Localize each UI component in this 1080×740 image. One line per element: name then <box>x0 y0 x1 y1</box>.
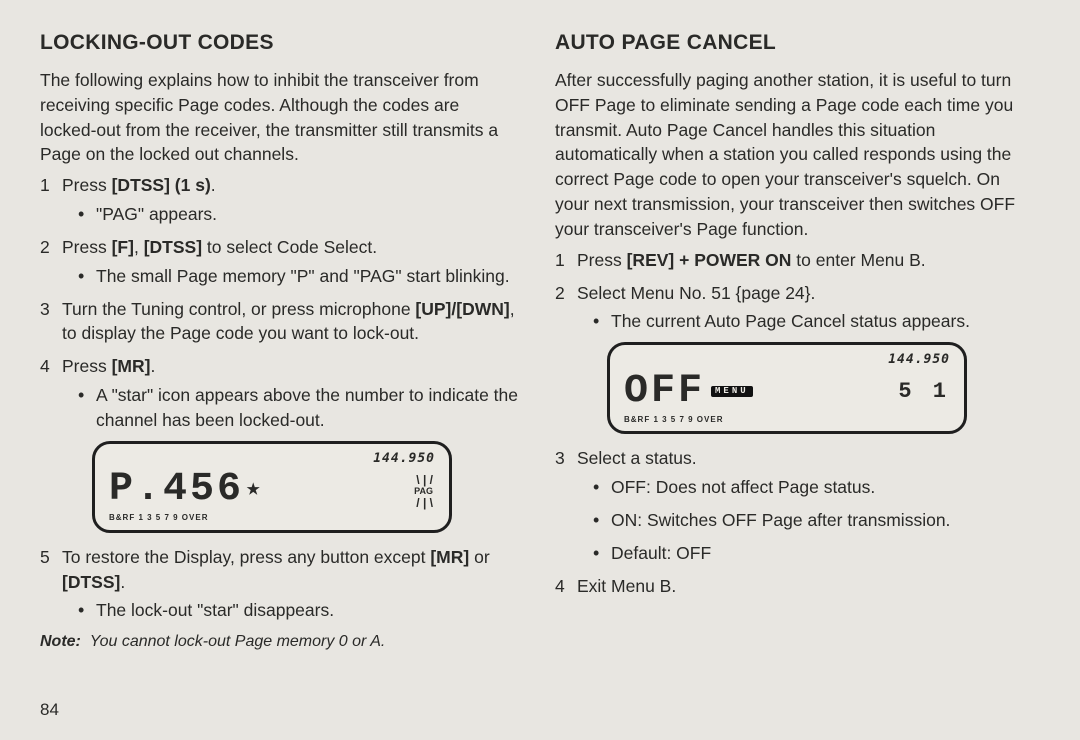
step-4: Press [MR]. A "star" icon appears above … <box>40 354 519 533</box>
r-step-3-sub2: ON: Switches OFF Page after transmission… <box>577 508 1034 533</box>
right-column: AUTO PAGE CANCEL After successfully pagi… <box>555 28 1034 722</box>
lcd-freq-r: 144.950 <box>624 351 950 369</box>
r-step-3-sub3: Default: OFF <box>577 541 1034 566</box>
r-step-1: Press [REV] + POWER ON to enter Menu B. <box>555 248 1034 273</box>
step-2-sub: The small Page memory "P" and "PAG" star… <box>62 264 519 289</box>
r-step-2: Select Menu No. 51 {page 24}. The curren… <box>555 281 1034 435</box>
right-steps: Press [REV] + POWER ON to enter Menu B. … <box>555 248 1034 599</box>
step-2: Press [F], [DTSS] to select Code Select.… <box>40 235 519 289</box>
lcd-scale-r: B&RF 1 3 5 7 9 OVER <box>624 414 950 425</box>
left-heading: LOCKING-OUT CODES <box>40 28 519 58</box>
lcd-main-r: OFF MENU 5 1 <box>624 372 950 412</box>
lcd-scale: B&RF 1 3 5 7 9 OVER <box>109 512 435 523</box>
step-5: To restore the Display, press any button… <box>40 545 519 624</box>
right-intro: After successfully paging another statio… <box>555 68 1034 242</box>
lcd-pag-icon: \ | / PAG / | \ <box>414 474 433 510</box>
step-4-sub: A "star" icon appears above the number t… <box>62 383 519 433</box>
step-1-sub: "PAG" appears. <box>62 202 519 227</box>
r-step-3: Select a status. OFF: Does not affect Pa… <box>555 446 1034 565</box>
right-heading: AUTO PAGE CANCEL <box>555 28 1034 58</box>
left-column: LOCKING-OUT CODES The following explains… <box>40 28 519 722</box>
page-number: 84 <box>40 698 59 722</box>
r-step-3-sub1: OFF: Does not affect Page status. <box>577 475 1034 500</box>
step-3: Turn the Tuning control, or press microp… <box>40 297 519 347</box>
r-step-4: Exit Menu B. <box>555 574 1034 599</box>
left-steps: Press [DTSS] (1 s). "PAG" appears. Press… <box>40 173 519 623</box>
step-1: Press [DTSS] (1 s). "PAG" appears. <box>40 173 519 227</box>
r-step-2-sub: The current Auto Page Cancel status appe… <box>577 309 1034 334</box>
step-5-sub: The lock-out "star" disappears. <box>62 598 519 623</box>
lcd-display-right: 144.950 OFF MENU 5 1 B&RF 1 3 5 7 9 OVER <box>607 342 967 434</box>
star-icon: ★ <box>246 478 263 502</box>
lcd-main: P.456 ★ <box>109 470 435 510</box>
lcd-display-left: 144.950 P.456 ★ \ | / PAG / | \ B&RF 1 3… <box>92 441 452 533</box>
left-intro: The following explains how to inhibit th… <box>40 68 519 167</box>
left-note: Note: You cannot lock-out Page memory 0 … <box>40 631 519 654</box>
lcd-freq: 144.950 <box>109 450 435 468</box>
menu-icon: MENU <box>711 386 753 397</box>
